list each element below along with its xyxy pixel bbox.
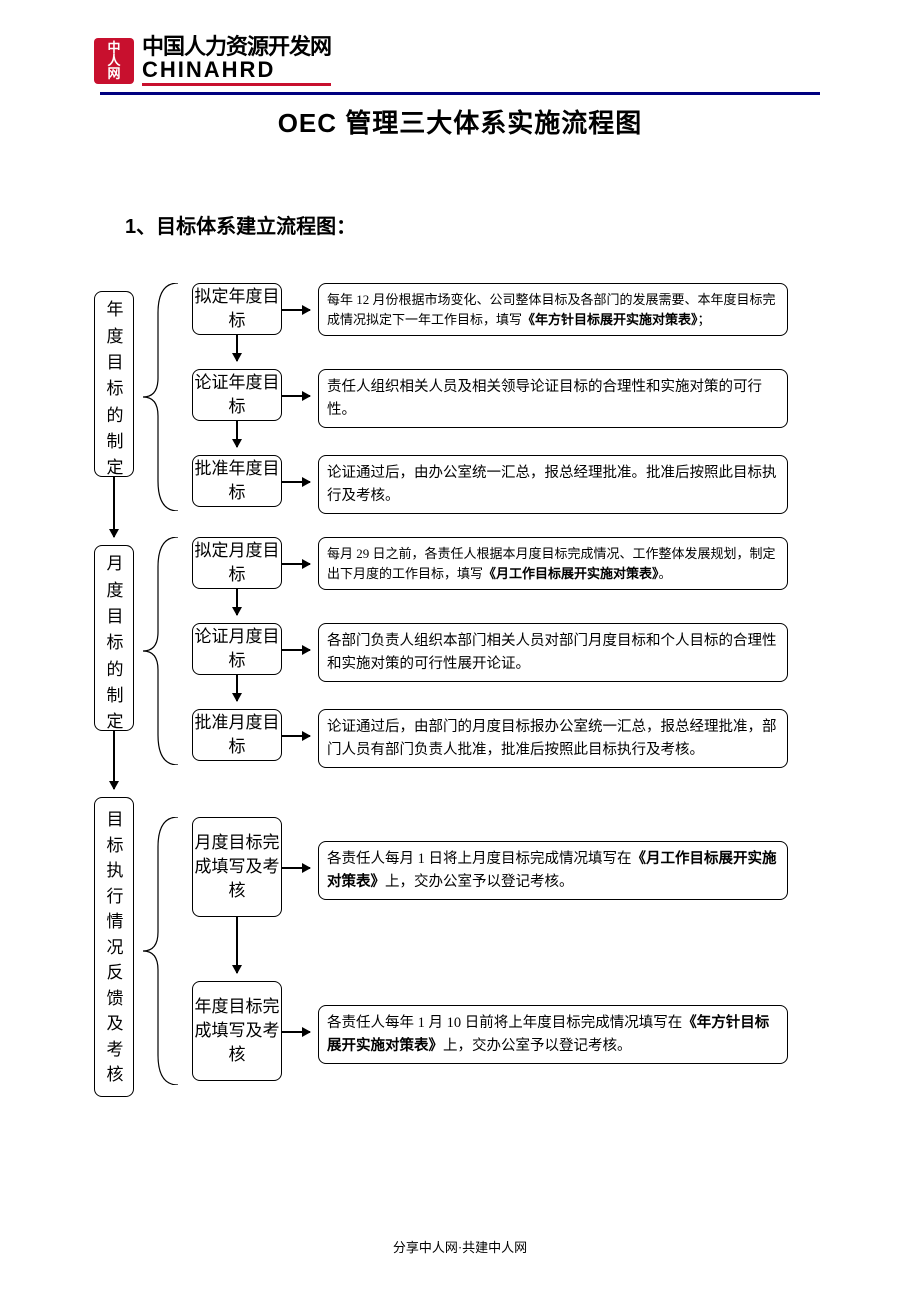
page: 中 人 网 中国人力资源开发网 CHINAHRD OEC 管理三大体系实施流程图… xyxy=(0,0,920,1179)
footer: 分享中人网·共建中人网 xyxy=(0,1237,920,1256)
link-5 xyxy=(282,649,310,651)
step-1: 拟定年度目标 xyxy=(192,283,282,335)
brace-2 xyxy=(138,537,188,765)
step-2: 论证年度目标 xyxy=(192,369,282,421)
link-8 xyxy=(282,1031,310,1033)
desc-1: 每年 12 月份根据市场变化、公司整体目标及各部门的发展需要、本年度目标完成情况… xyxy=(318,283,788,336)
group-annual-text: 年度目标的制定 xyxy=(103,297,127,481)
step-arrow-2 xyxy=(236,421,238,447)
link-7 xyxy=(282,867,310,869)
group-feedback-text: 目标执行情况反馈及考核 xyxy=(103,807,127,1088)
step-3: 批准年度目标 xyxy=(192,455,282,507)
desc-5: 各部门负责人组织本部门相关人员对部门月度目标和个人目标的合理性和实施对策的可行性… xyxy=(318,623,788,682)
desc-4: 每月 29 日之前，各责任人根据本月度目标完成情况、工作整体发展规划，制定出下月… xyxy=(318,537,788,590)
page-title: OEC 管理三大体系实施流程图 xyxy=(100,103,820,140)
group-arrow-2 xyxy=(113,731,115,789)
group-arrow-1 xyxy=(113,477,115,537)
link-2 xyxy=(282,395,310,397)
brace-1 xyxy=(138,283,188,511)
step-6: 批准月度目标 xyxy=(192,709,282,761)
link-6 xyxy=(282,735,310,737)
logo-cn: 中国人力资源开发网 xyxy=(142,35,331,58)
desc-3: 论证通过后，由办公室统一汇总，报总经理批准。批准后按照此目标执行及考核。 xyxy=(318,455,788,514)
link-4 xyxy=(282,563,310,565)
desc-2: 责任人组织相关人员及相关领导论证目标的合理性和实施对策的可行性。 xyxy=(318,369,788,428)
header-rule xyxy=(100,92,820,95)
flowchart: 年度目标的制定 月度目标的制定 目标执行情况反馈及考核 拟定年度目标 论证年度目… xyxy=(100,289,820,1179)
group-monthly-text: 月度目标的制定 xyxy=(103,551,127,735)
step-4: 拟定月度目标 xyxy=(192,537,282,589)
desc-6: 论证通过后，由部门的月度目标报办公室统一汇总，报总经理批准，部门人员有部门负责人… xyxy=(318,709,788,768)
link-3 xyxy=(282,481,310,483)
step-7: 月度目标完成填写及考核 xyxy=(192,817,282,917)
step-8: 年度目标完成填写及考核 xyxy=(192,981,282,1081)
logo-badge: 中 人 网 xyxy=(94,38,134,84)
desc-8: 各责任人每年 1 月 10 日前将上年度目标完成情况填写在《年方针目标展开实施对… xyxy=(318,1005,788,1064)
logo-en: CHINAHRD xyxy=(142,58,331,81)
link-1 xyxy=(282,309,310,311)
logo-badge-l3: 网 xyxy=(107,67,120,80)
step-5: 论证月度目标 xyxy=(192,623,282,675)
step-arrow-7 xyxy=(236,917,238,973)
desc-7: 各责任人每月 1 日将上月度目标完成情况填写在《月工作目标展开实施对策表》上，交… xyxy=(318,841,788,900)
section-title: 1、目标体系建立流程图： xyxy=(125,210,820,239)
step-arrow-5 xyxy=(236,675,238,701)
logo-text: 中国人力资源开发网 CHINAHRD xyxy=(142,35,331,86)
brace-3 xyxy=(138,817,188,1085)
header-logo: 中 人 网 中国人力资源开发网 CHINAHRD xyxy=(94,35,820,86)
step-arrow-4 xyxy=(236,589,238,615)
step-arrow-1 xyxy=(236,335,238,361)
